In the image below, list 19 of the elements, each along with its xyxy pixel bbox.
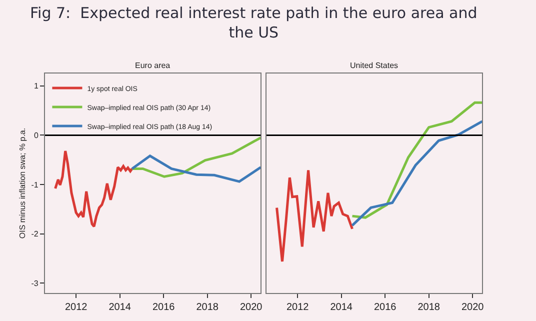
x-tick-label: 2018 — [196, 302, 219, 313]
x-tick-label: 2012 — [286, 302, 310, 313]
chart-title: United States — [350, 61, 398, 70]
x-tick-label: 2018 — [418, 302, 440, 313]
chart-title: Euro area — [135, 61, 171, 70]
x-tick-label: 2016 — [374, 302, 397, 313]
y-tick-label: -1 — [31, 180, 39, 190]
x-tick-label: 2012 — [64, 302, 88, 313]
x-tick-label: 2020 — [240, 302, 263, 313]
caption: Fig 7: Expected real interest rate path in the euro area and the US — [30, 4, 478, 42]
x-tick-label: 2020 — [461, 302, 484, 313]
y-tick-label: -3 — [31, 278, 39, 288]
y-tick-label: -2 — [31, 230, 39, 239]
x-tick-label: 2014 — [330, 302, 353, 313]
y-tick-label: 1 — [34, 82, 39, 91]
x-tick-label: 2016 — [152, 302, 176, 313]
y-axis-title: OIS minus inflation swa; % p.a. — [18, 128, 27, 239]
x-tick-label: 2014 — [108, 302, 132, 313]
y-tick-label: 0 — [34, 130, 39, 140]
